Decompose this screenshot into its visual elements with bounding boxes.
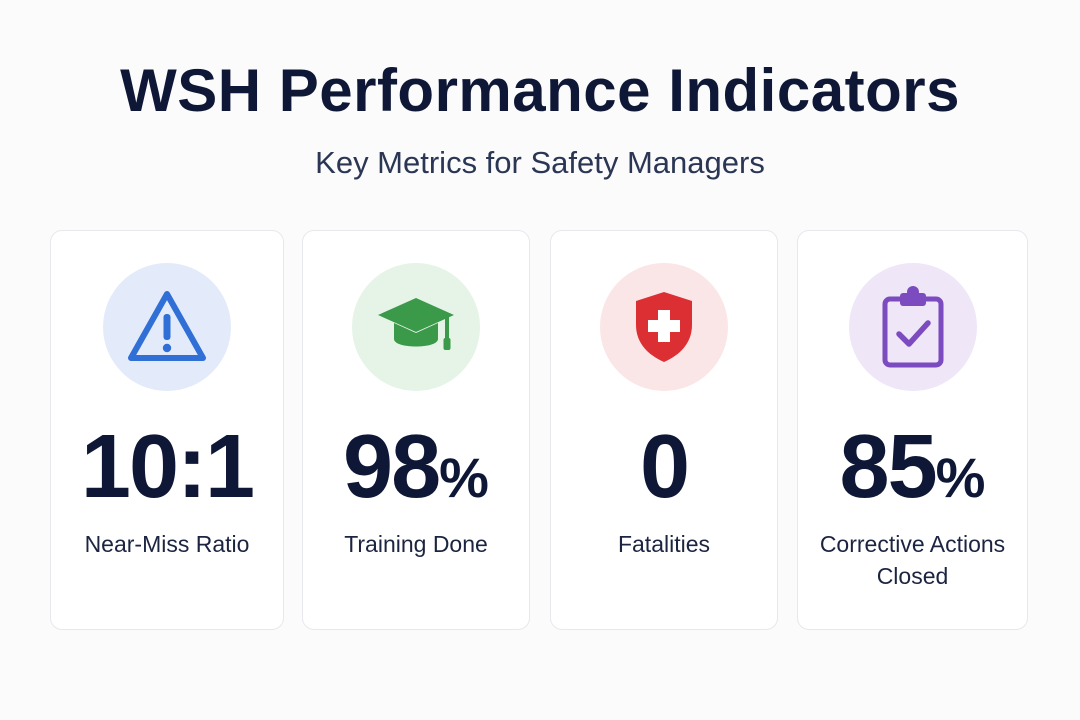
page-title: WSH Performance Indicators (120, 57, 960, 124)
icon-circle (352, 263, 480, 391)
kpi-card-training-done: 98% Training Done (302, 230, 530, 630)
metric-label: Near-Miss Ratio (84, 531, 250, 557)
graduation-cap-icon (378, 298, 454, 350)
metric-value: 85% (839, 417, 986, 517)
kpi-card-corrective-actions: 85% Corrective Actions Closed (797, 230, 1028, 630)
icon-circle (600, 263, 728, 391)
clipboard-check-icon (882, 286, 943, 368)
kpi-card-fatalities: 0 Fatalities (550, 230, 778, 630)
warning-triangle-icon (128, 291, 206, 361)
metric-label: Fatalities (617, 531, 711, 557)
metric-value: 98% (343, 417, 489, 517)
kpi-card-near-miss-ratio: 10:1 Near-Miss Ratio (50, 230, 284, 630)
icon-circle (848, 263, 977, 391)
page-subtitle: Key Metrics for Safety Managers (315, 145, 765, 180)
medical-shield-icon (636, 292, 692, 362)
metric-label: Corrective Actions Closed (819, 531, 1006, 589)
icon-circle (103, 263, 231, 391)
metric-value: 10:1 (80, 417, 255, 517)
metric-value: 0 (639, 417, 690, 517)
metric-label: Training Done (344, 531, 488, 557)
